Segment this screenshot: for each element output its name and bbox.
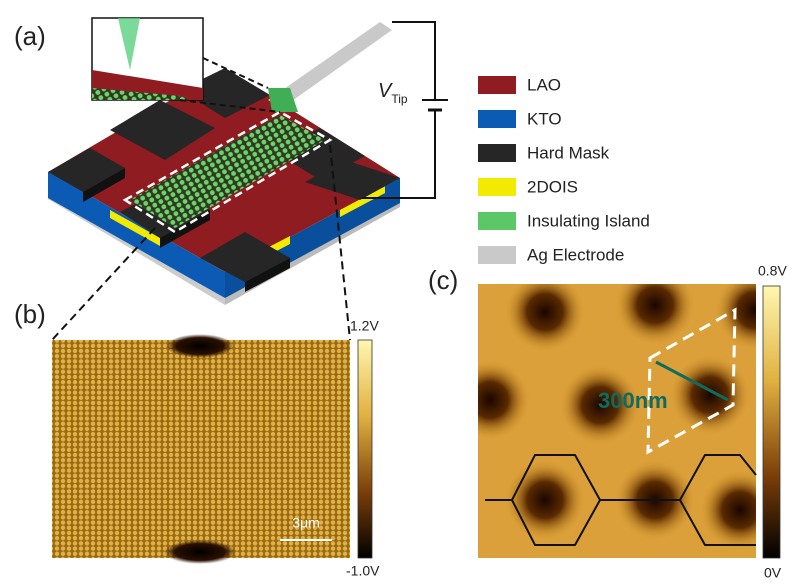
panel-label: (b) (14, 299, 46, 329)
panel-label: (c) (428, 265, 458, 295)
legend-swatch (478, 212, 516, 230)
legend-label: Ag Electrode (527, 245, 624, 264)
colorbar-min: -1.0V (346, 563, 380, 579)
legend-label: Hard Mask (527, 143, 610, 162)
legend-swatch (478, 76, 516, 94)
panel-label: (a) (14, 21, 46, 51)
map-c: 300nm 0.8V 0V (478, 263, 787, 581)
colorbar-max: 0.8V (758, 263, 787, 279)
legend-label: KTO (527, 109, 562, 128)
legend-label: Insulating Island (527, 211, 650, 230)
voltage-subscript: Tip (391, 92, 408, 106)
voltage-label: VTip (378, 80, 408, 106)
colorbar-min: 0V (764, 565, 782, 581)
colorbar-max: 1.2V (350, 318, 379, 334)
device (48, 17, 448, 341)
legend-label: LAO (527, 75, 561, 94)
legend: LAO KTO Hard Mask 2DOIS Insulating Island Ag … (478, 75, 650, 264)
voltage-symbol: V (378, 80, 393, 102)
map-b: 3μm 1.2V -1.0V (52, 318, 380, 579)
annotation: 300nm (598, 388, 668, 413)
legend-label: 2DOIS (527, 177, 578, 196)
legend-swatch (478, 144, 516, 162)
legend-swatch (478, 178, 516, 196)
legend-swatch (478, 110, 516, 128)
legend-swatch (478, 246, 516, 264)
scale-bar: 3μm (292, 515, 320, 531)
